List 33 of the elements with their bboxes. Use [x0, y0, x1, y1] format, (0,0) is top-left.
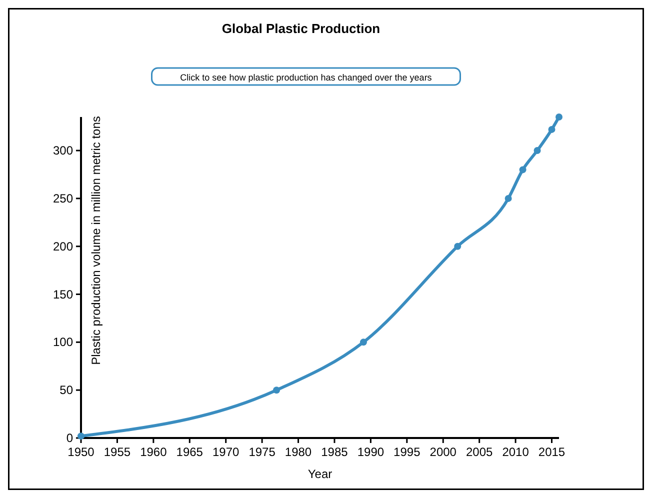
y-tick-label: 0: [66, 431, 74, 445]
x-tick-label: 1950: [68, 445, 95, 459]
x-tick-label: 1980: [284, 445, 312, 459]
x-tick-label: 2010: [502, 445, 530, 459]
x-tick-label: 1970: [212, 445, 240, 459]
x-tick-label: 2000: [430, 445, 457, 459]
x-tick-label: 1990: [357, 445, 384, 459]
point: [556, 114, 562, 120]
x-axis-title: Year: [308, 467, 332, 481]
y-tick-label: 50: [60, 383, 74, 398]
y-tick-label: 100: [52, 335, 74, 350]
y-tick-label: 250: [52, 191, 74, 206]
x-tick-label: 2015: [538, 445, 566, 459]
point: [504, 194, 512, 202]
x-tick-label: 1965: [176, 445, 204, 459]
point: [548, 126, 556, 133]
point: [273, 386, 280, 394]
point: [360, 338, 367, 346]
y-axis-title: Plastic production volume in million metric tons: [89, 116, 103, 365]
y-tick-label: 200: [52, 239, 74, 254]
y-tick-label: 300: [52, 144, 74, 158]
point: [534, 147, 541, 154]
x-tick-label: 2005: [466, 445, 494, 459]
x-tick-label: 1995: [394, 445, 421, 459]
point: [519, 166, 526, 174]
point: [454, 242, 462, 250]
y-tick-label: 150: [52, 287, 74, 302]
x-tick-label: 1955: [104, 445, 131, 459]
x-tick-label: 1975: [248, 445, 276, 459]
x-tick-label: 1960: [140, 445, 168, 459]
text: Click to see how plastic production has changed over the years: [180, 72, 432, 82]
chart-title: Global Plastic Production: [222, 21, 380, 36]
x-tick-label: 1985: [321, 445, 348, 459]
